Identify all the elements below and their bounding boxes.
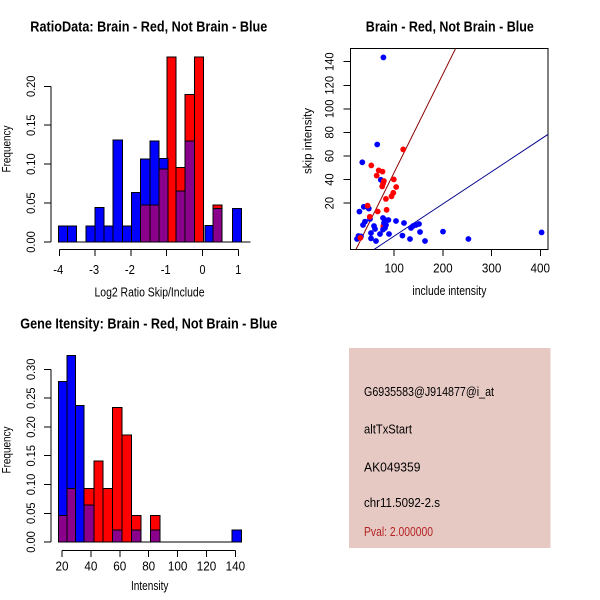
svg-text:40: 40: [84, 559, 97, 574]
svg-text:0.05: 0.05: [26, 192, 38, 214]
svg-text:40: 40: [325, 173, 337, 185]
svg-text:0.20: 0.20: [26, 416, 38, 438]
svg-text:60: 60: [113, 559, 126, 574]
svg-text:200: 200: [433, 261, 453, 276]
svg-text:Intensity: Intensity: [131, 578, 169, 593]
svg-text:80: 80: [142, 559, 155, 574]
svg-text:300: 300: [482, 261, 502, 276]
svg-text:1: 1: [235, 262, 241, 277]
svg-text:G6935583@J914877@i_at: G6935583@J914877@i_at: [364, 384, 494, 399]
svg-text:Gene Itensity: Brain - Red, No: Gene Itensity: Brain - Red, Not Brain - …: [20, 316, 277, 333]
svg-text:120: 120: [197, 559, 217, 574]
svg-text:100: 100: [384, 261, 404, 276]
svg-text:140: 140: [226, 559, 246, 574]
svg-text:AK049359: AK049359: [364, 460, 421, 475]
svg-text:140: 140: [325, 52, 337, 71]
svg-text:100: 100: [168, 559, 188, 574]
svg-text:0.15: 0.15: [26, 114, 38, 136]
svg-text:400: 400: [531, 261, 551, 276]
svg-text:0.10: 0.10: [26, 474, 38, 496]
svg-text:Pval: 2.000000: Pval: 2.000000: [364, 524, 433, 539]
svg-text:60: 60: [325, 150, 337, 162]
svg-text:0.30: 0.30: [26, 359, 38, 381]
svg-text:include intensity: include intensity: [412, 283, 486, 298]
svg-text:20: 20: [325, 197, 337, 209]
svg-text:altTxStart: altTxStart: [364, 422, 412, 437]
svg-text:chr11.5092-2.s: chr11.5092-2.s: [364, 495, 440, 510]
svg-text:100: 100: [325, 100, 337, 119]
svg-text:-3: -3: [89, 262, 99, 277]
svg-text:20: 20: [56, 559, 69, 574]
svg-text:0.00: 0.00: [26, 231, 38, 253]
svg-text:Log2 Ratio Skip/Include: Log2 Ratio Skip/Include: [95, 285, 205, 300]
svg-text:-2: -2: [125, 262, 135, 277]
svg-text:0.15: 0.15: [26, 445, 38, 467]
svg-text:80: 80: [325, 126, 337, 138]
svg-text:-4: -4: [53, 262, 63, 277]
svg-text:0.05: 0.05: [26, 503, 38, 525]
svg-text:skip intensity: skip intensity: [303, 108, 315, 174]
svg-text:120: 120: [325, 76, 337, 95]
svg-text:Frequency: Frequency: [2, 125, 14, 172]
svg-text:0.20: 0.20: [26, 76, 38, 98]
svg-text:RatioData: Brain - Red, Not Br: RatioData: Brain - Red, Not Brain - Blue: [30, 19, 267, 36]
svg-text:0.25: 0.25: [26, 387, 38, 409]
svg-text:0.00: 0.00: [26, 531, 38, 553]
svg-text:0.10: 0.10: [26, 153, 38, 175]
svg-text:Frequency: Frequency: [2, 426, 14, 473]
svg-text:0: 0: [200, 262, 206, 277]
svg-text:-1: -1: [161, 262, 171, 277]
svg-text:Brain - Red, Not Brain - Blue: Brain - Red, Not Brain - Blue: [366, 19, 534, 36]
